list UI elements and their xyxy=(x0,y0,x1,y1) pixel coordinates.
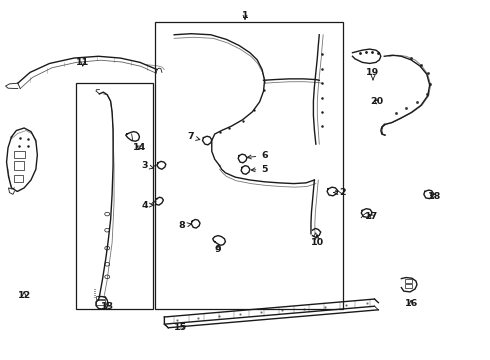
Text: 8: 8 xyxy=(178,221,191,230)
Bar xyxy=(14,161,24,170)
Text: 14: 14 xyxy=(133,143,147,152)
Text: 6: 6 xyxy=(247,151,268,160)
Text: 3: 3 xyxy=(142,161,154,170)
Bar xyxy=(405,284,412,288)
Bar xyxy=(14,175,23,182)
Bar xyxy=(155,22,343,309)
Text: 20: 20 xyxy=(370,97,384,106)
Text: 19: 19 xyxy=(367,68,380,80)
Text: 4: 4 xyxy=(142,201,154,210)
Text: 13: 13 xyxy=(100,302,114,311)
Bar xyxy=(96,296,105,299)
Text: 10: 10 xyxy=(311,235,324,247)
Text: 7: 7 xyxy=(187,132,200,141)
Text: 18: 18 xyxy=(428,192,441,201)
Text: 9: 9 xyxy=(215,246,221,255)
Bar xyxy=(405,279,412,283)
Bar xyxy=(14,151,25,158)
Text: 12: 12 xyxy=(18,291,31,300)
Text: 17: 17 xyxy=(366,212,379,221)
Text: 11: 11 xyxy=(76,58,89,67)
Text: 16: 16 xyxy=(405,299,418,308)
Text: 1: 1 xyxy=(242,11,248,20)
Bar xyxy=(76,83,153,309)
Text: 5: 5 xyxy=(251,165,268,174)
Text: 15: 15 xyxy=(174,323,187,332)
Text: 2: 2 xyxy=(334,188,346,197)
Bar xyxy=(96,301,105,305)
